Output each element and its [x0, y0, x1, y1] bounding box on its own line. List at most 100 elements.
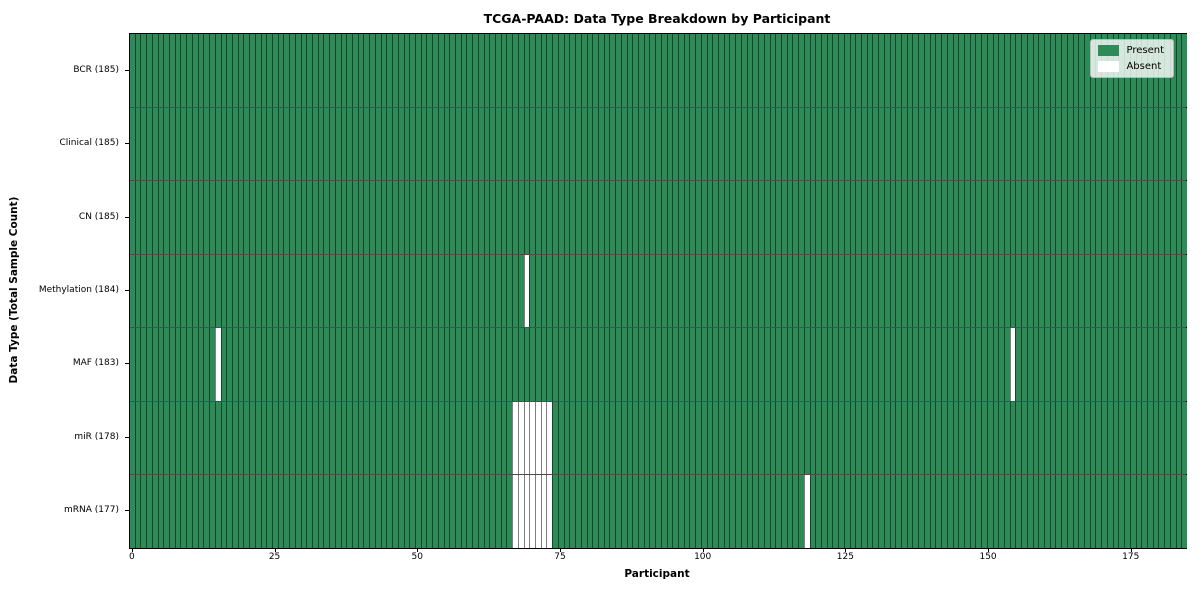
present-cell — [392, 181, 398, 254]
present-cell — [1009, 107, 1016, 181]
present-cell — [386, 254, 393, 328]
present-cell — [849, 107, 856, 181]
present-cell — [906, 254, 913, 328]
present-cell — [557, 254, 564, 328]
present-cell — [1066, 254, 1073, 328]
present-cell — [1066, 34, 1073, 107]
present-cell — [426, 328, 433, 401]
present-cell — [369, 107, 375, 181]
present-cell — [929, 475, 936, 549]
present-cell — [523, 181, 530, 254]
present-cell — [557, 475, 564, 549]
present-cell — [780, 254, 787, 328]
present-cell — [432, 328, 438, 401]
present-cell — [986, 181, 993, 254]
chart-title: TCGA-PAAD: Data Type Breakdown by Partic… — [483, 11, 831, 26]
present-cell — [500, 107, 507, 181]
present-cell — [706, 401, 713, 475]
present-cell — [151, 328, 158, 401]
present-cell — [695, 328, 701, 401]
present-cell — [592, 475, 598, 549]
present-cell — [918, 107, 924, 181]
present-cell — [735, 254, 741, 328]
present-cell — [495, 401, 501, 475]
present-cell — [317, 107, 324, 181]
present-cell — [1055, 107, 1062, 181]
present-cell — [1049, 328, 1056, 401]
present-cell — [357, 475, 364, 549]
present-cell — [535, 107, 541, 181]
present-cell — [517, 34, 524, 107]
present-cell — [918, 328, 924, 401]
present-cell — [1181, 181, 1187, 254]
present-cell — [603, 475, 610, 549]
present-cell — [838, 328, 844, 401]
present-cell — [500, 475, 507, 549]
present-cell — [146, 107, 152, 181]
present-cell — [517, 181, 524, 254]
present-cell — [1078, 475, 1085, 549]
present-cell — [1055, 475, 1062, 549]
present-cell — [357, 34, 364, 107]
present-cell — [815, 181, 821, 254]
present-cell — [186, 181, 192, 254]
present-cell — [483, 254, 490, 328]
present-cell — [798, 254, 804, 328]
present-cell — [169, 328, 175, 401]
present-cell — [546, 34, 553, 107]
present-cell — [466, 107, 473, 181]
present-cell — [266, 475, 272, 549]
present-cell — [872, 107, 879, 181]
present-cell — [283, 181, 290, 254]
present-cell — [506, 34, 513, 107]
present-cell — [586, 401, 593, 475]
present-cell — [1089, 328, 1096, 401]
present-cell — [334, 401, 341, 475]
present-cell — [1101, 107, 1107, 181]
present-cell — [1118, 401, 1125, 475]
present-cell — [809, 401, 816, 475]
present-cell — [969, 401, 976, 475]
present-cell — [975, 181, 982, 254]
present-cell — [420, 475, 427, 549]
present-cell — [758, 181, 764, 254]
present-cell — [563, 107, 570, 181]
present-cell — [289, 401, 295, 475]
present-cell — [369, 328, 375, 401]
present-cell — [780, 328, 787, 401]
present-cell — [220, 254, 227, 328]
present-cell — [277, 328, 284, 401]
present-cell — [792, 181, 799, 254]
present-cell — [386, 475, 393, 549]
present-cell — [1061, 475, 1067, 549]
present-cell — [672, 401, 678, 475]
present-cell — [758, 254, 764, 328]
present-cell — [1021, 254, 1027, 328]
present-cell — [197, 328, 204, 401]
present-cell — [838, 254, 844, 328]
present-cell — [454, 475, 461, 549]
present-cell — [443, 34, 450, 107]
present-cell — [249, 328, 255, 401]
present-cell — [723, 475, 730, 549]
present-cell — [843, 328, 850, 401]
present-cell — [815, 475, 821, 549]
present-cell — [397, 34, 404, 107]
present-cell — [495, 107, 501, 181]
present-cell — [609, 328, 616, 401]
present-cell — [472, 34, 478, 107]
present-cell — [191, 328, 198, 401]
present-cell — [643, 254, 650, 328]
present-cell — [637, 181, 644, 254]
present-cell — [718, 107, 724, 181]
xtick-label-75: 75 — [554, 552, 566, 562]
present-cell — [586, 181, 593, 254]
present-cell — [437, 475, 444, 549]
present-cell — [197, 254, 204, 328]
present-cell — [426, 401, 433, 475]
present-cell — [203, 107, 210, 181]
present-cell — [763, 401, 770, 475]
present-cell — [649, 475, 656, 549]
present-cell — [495, 328, 501, 401]
present-cell — [746, 328, 753, 401]
